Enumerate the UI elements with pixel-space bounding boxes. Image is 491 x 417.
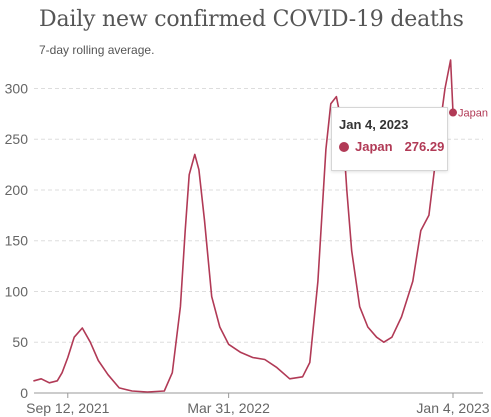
y-tick-label: 300 — [5, 80, 29, 96]
x-tick-label: Sep 12, 2021 — [26, 400, 110, 416]
y-tick-label: 150 — [5, 233, 29, 249]
series-markers: Japan — [449, 108, 488, 120]
y-tick-label: 200 — [5, 182, 29, 198]
x-axis-ticks: Sep 12, 2021 Mar 31, 2022 Jan 4, 2023 — [26, 393, 490, 416]
tooltip-series-name: Japan — [355, 139, 393, 154]
tooltip-date: Jan 4, 2023 — [339, 117, 409, 132]
y-tick-label: 50 — [12, 334, 28, 350]
chart-title: Daily new confirmed COVID-19 deaths — [39, 7, 464, 32]
series-lines — [33, 59, 454, 393]
y-tick-label: 0 — [20, 385, 28, 401]
tooltip-value: 276.29 — [404, 139, 445, 154]
x-tick-label: Jan 4, 2023 — [416, 400, 489, 416]
x-tick-label: Mar 31, 2022 — [187, 400, 270, 416]
y-axis-ticks: 0 50 100 150 200 250 300 — [5, 80, 29, 401]
series-end-label: Japan — [458, 108, 488, 120]
series-end-marker[interactable] — [449, 108, 457, 117]
tooltip-row: Japan 276.29 — [339, 139, 444, 154]
chart-subtitle: 7-day rolling average. — [39, 43, 155, 57]
tooltip: Jan 4, 2023 Japan 276.29 — [331, 107, 448, 171]
tooltip-series-dot — [339, 142, 349, 152]
series-line-japan — [33, 59, 454, 393]
y-tick-label: 250 — [5, 131, 29, 147]
y-tick-label: 100 — [5, 283, 29, 299]
